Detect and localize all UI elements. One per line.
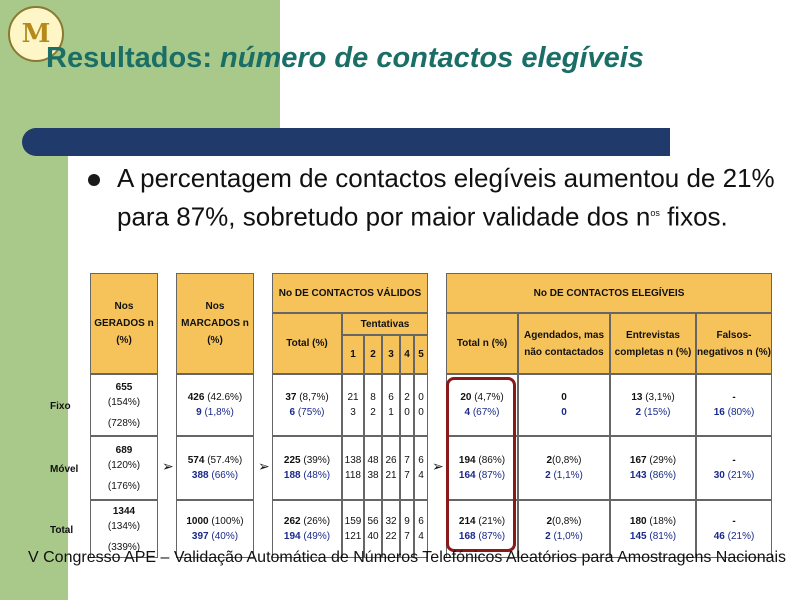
cell-t1: 21 3 bbox=[342, 374, 364, 436]
cell-agendados: 2(0,8%) 2 (1,0%) bbox=[518, 500, 610, 558]
cell-entrevistas: 13 (3,1%) 2 (15%) bbox=[610, 374, 696, 436]
bullet-text-b: fixos. bbox=[659, 201, 728, 232]
footer-text: V Congresso APE – Validação Automática d… bbox=[28, 549, 787, 566]
header-gerados: Nos GERADOS n (%) bbox=[90, 273, 158, 374]
arrow-icon: ➢ bbox=[432, 458, 444, 474]
cell-falsos: -16 (80%) bbox=[696, 374, 772, 436]
header-marcados: Nos MARCADOS n (%) bbox=[176, 273, 254, 374]
cell-entrevistas: 167 (29%) 143 (86%) bbox=[610, 436, 696, 500]
cell-validos: 37 (8,7%) 6 (75%) bbox=[272, 374, 342, 436]
highlight-box bbox=[446, 377, 516, 552]
cell-validos: 225 (39%) 188 (48%) bbox=[272, 436, 342, 500]
arrow-icon: ➢ bbox=[162, 458, 174, 474]
cell-t3: 26 21 bbox=[382, 436, 400, 500]
header-t3: 3 bbox=[382, 335, 400, 374]
bullet-sup: os bbox=[650, 208, 660, 218]
header-t5: 5 bbox=[414, 335, 428, 374]
cell-gerados: 1344 (134%) (339%) bbox=[90, 500, 158, 558]
cell-gerados: 689 (120%) (176%) bbox=[90, 436, 158, 500]
cell-t1: 159 121 bbox=[342, 500, 364, 558]
header-total-pct: Total (%) bbox=[272, 313, 342, 374]
header-tentativas: Tentativas bbox=[342, 313, 428, 335]
cell-t2: 56 40 bbox=[364, 500, 382, 558]
bullet-icon bbox=[88, 174, 100, 186]
header-entrevistas: Entrevistas completas n (%) bbox=[610, 313, 696, 374]
row-label: Total bbox=[50, 525, 74, 536]
row-label: Móvel bbox=[50, 464, 79, 475]
header-t4: 4 bbox=[400, 335, 414, 374]
header-elegiveis: No DE CONTACTOS ELEGÍVEIS bbox=[446, 273, 772, 313]
header-total-n: Total n (%) bbox=[446, 313, 518, 374]
header-t2: 2 bbox=[364, 335, 382, 374]
cell-marcados: 426 (42.6%) 9 (1,8%) bbox=[176, 374, 254, 436]
header-falsos: Falsos-negativos n (%) bbox=[696, 313, 772, 374]
arrow-icon: ➢ bbox=[258, 458, 270, 474]
title-plain: Resultados: bbox=[46, 42, 221, 74]
header-agendados: Agendados, mas não contactados bbox=[518, 313, 610, 374]
bullet-text-a: A percentagem de contactos elegíveis aum… bbox=[117, 163, 775, 232]
header-t1: 1 bbox=[342, 335, 364, 374]
header-validos: No DE CONTACTOS VÁLIDOS bbox=[272, 273, 428, 313]
cell-t1: 138 118 bbox=[342, 436, 364, 500]
cell-agendados: 2(0,8%) 2 (1,1%) bbox=[518, 436, 610, 500]
cell-marcados: 574 (57.4%) 388 (66%) bbox=[176, 436, 254, 500]
row-label: Fixo bbox=[50, 401, 71, 412]
cell-entrevistas: 180 (18%) 145 (81%) bbox=[610, 500, 696, 558]
cell-falsos: -30 (21%) bbox=[696, 436, 772, 500]
cell-marcados: 1000 (100%) 397 (40%) bbox=[176, 500, 254, 558]
sidebar-band bbox=[0, 0, 68, 600]
cell-gerados: 655 (154%) (728%) bbox=[90, 374, 158, 436]
slide-title: Resultados: número de contactos elegívei… bbox=[46, 40, 686, 76]
cell-falsos: -46 (21%) bbox=[696, 500, 772, 558]
title-underline-bar bbox=[22, 128, 670, 156]
logo: M bbox=[8, 6, 64, 62]
title-italic: número de contactos elegíveis bbox=[220, 42, 644, 74]
cell-t2: 48 38 bbox=[364, 436, 382, 500]
logo-letters: M bbox=[21, 19, 51, 49]
cell-validos: 262 (26%) 194 (49%) bbox=[272, 500, 342, 558]
bullet-text: A percentagem de contactos elegíveis aum… bbox=[117, 161, 787, 235]
cell-t3: 32 22 bbox=[382, 500, 400, 558]
